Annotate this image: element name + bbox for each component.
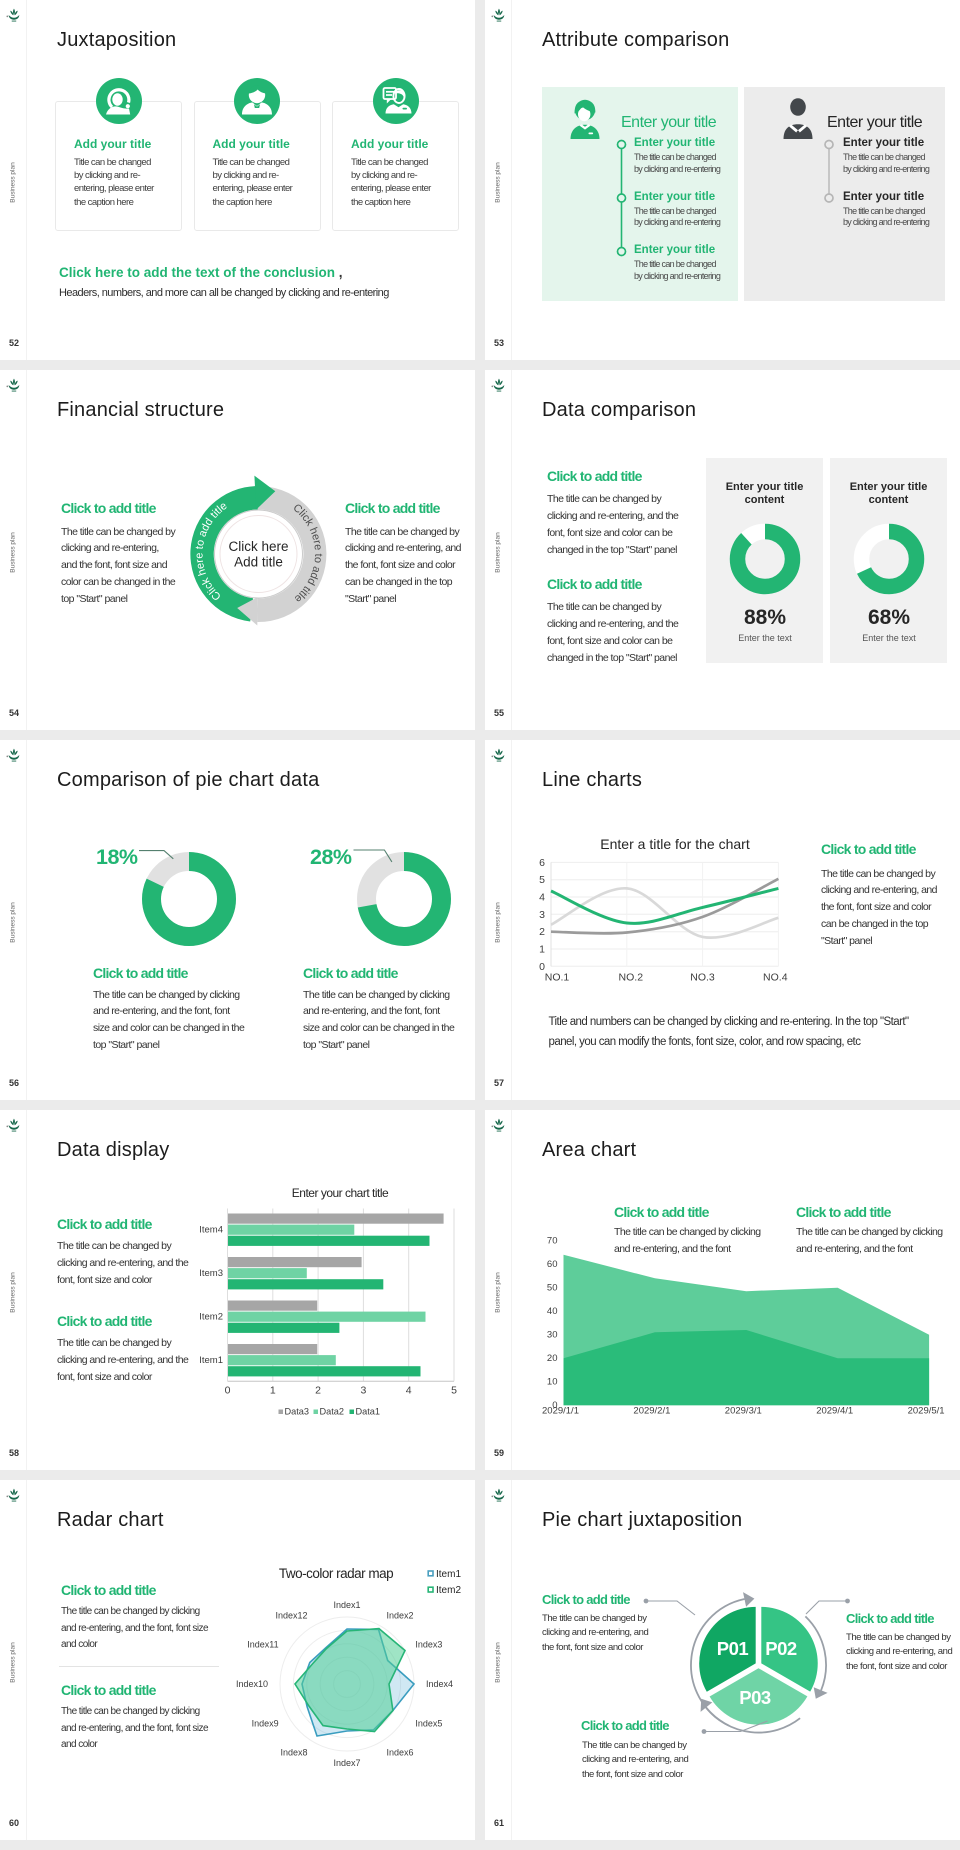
svg-text:2: 2 (315, 1385, 321, 1397)
svg-text:2029/1/1: 2029/1/1 (542, 1406, 579, 1417)
svg-text:Index12: Index12 (275, 1611, 307, 1621)
svg-text:0: 0 (225, 1385, 231, 1397)
svg-text:NO.1: NO.1 (545, 972, 570, 984)
svg-text:Click here: Click here (228, 539, 288, 554)
svg-text:30: 30 (547, 1330, 558, 1341)
svg-text:5: 5 (451, 1385, 457, 1397)
svg-text:2029/2/1: 2029/2/1 (633, 1406, 670, 1417)
svg-text:Item1: Item1 (436, 1569, 461, 1580)
svg-text:P02: P02 (765, 1638, 797, 1659)
svg-text:Data2: Data2 (320, 1407, 345, 1417)
svg-text:10: 10 (547, 1377, 558, 1388)
svg-text:2029/3/1: 2029/3/1 (725, 1406, 762, 1417)
svg-text:3: 3 (539, 909, 545, 921)
svg-text:Index6: Index6 (387, 1747, 414, 1757)
svg-text:0: 0 (552, 1400, 557, 1411)
svg-text:Item2: Item2 (199, 1312, 223, 1323)
svg-text:3: 3 (360, 1385, 366, 1397)
svg-text:NO.4: NO.4 (763, 972, 788, 984)
svg-text:20: 20 (547, 1353, 558, 1364)
svg-text:Index10: Index10 (236, 1679, 268, 1689)
svg-text:Data3: Data3 (285, 1407, 310, 1417)
svg-text:Index2: Index2 (387, 1611, 414, 1621)
svg-text:P03: P03 (739, 1687, 771, 1708)
svg-text:Index8: Index8 (280, 1747, 307, 1757)
svg-text:6: 6 (539, 857, 545, 869)
svg-text:Index9: Index9 (252, 1719, 279, 1729)
svg-text:Index4: Index4 (426, 1679, 453, 1689)
svg-text:Item4: Item4 (199, 1225, 223, 1236)
svg-text:1: 1 (539, 944, 545, 956)
svg-text:2029/5/1: 2029/5/1 (908, 1406, 945, 1417)
svg-text:Index7: Index7 (333, 1758, 360, 1768)
svg-text:5: 5 (539, 874, 545, 886)
svg-text:Index11: Index11 (247, 1640, 278, 1650)
svg-text:4: 4 (539, 892, 545, 904)
svg-text:1: 1 (270, 1385, 276, 1397)
svg-text:60: 60 (547, 1259, 558, 1270)
svg-text:Data1: Data1 (356, 1407, 381, 1417)
svg-text:2029/4/1: 2029/4/1 (816, 1406, 853, 1417)
svg-text:4: 4 (406, 1385, 412, 1397)
svg-text:Index3: Index3 (415, 1640, 442, 1650)
svg-text:40: 40 (547, 1306, 558, 1317)
svg-text:P01: P01 (717, 1638, 749, 1659)
svg-text:Index5: Index5 (415, 1719, 442, 1729)
svg-text:0: 0 (539, 961, 545, 973)
svg-text:Item2: Item2 (436, 1585, 461, 1596)
svg-text:Item1: Item1 (199, 1355, 223, 1366)
svg-text:NO.3: NO.3 (690, 972, 715, 984)
svg-text:70: 70 (547, 1236, 558, 1247)
svg-text:50: 50 (547, 1283, 558, 1294)
svg-text:Add title: Add title (234, 555, 283, 570)
svg-text:2: 2 (539, 926, 545, 938)
svg-text:Item3: Item3 (199, 1268, 223, 1279)
svg-text:Index1: Index1 (333, 1600, 360, 1610)
svg-text:NO.2: NO.2 (619, 972, 644, 984)
